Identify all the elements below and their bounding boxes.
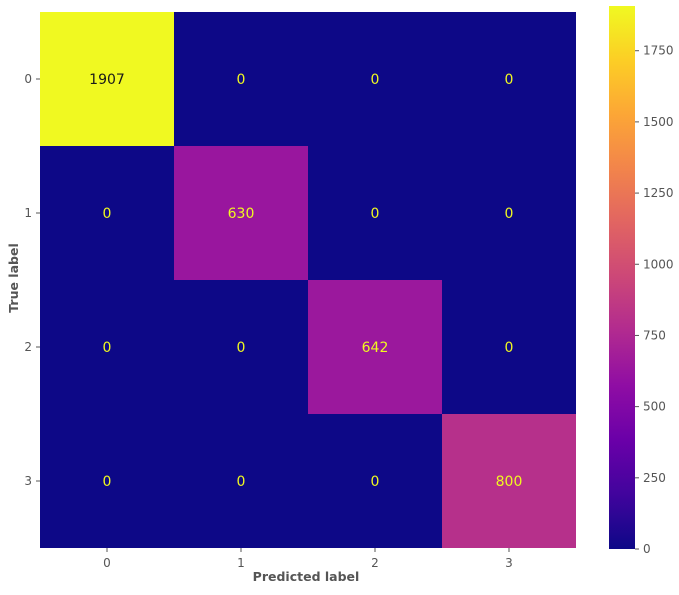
heatmap-cell-r2-c2 [308,280,442,414]
y-tick-label-2: 2 [24,340,32,354]
cell-value-r0-c0: 1907 [89,72,125,88]
heatmap-cell-r0-c3 [442,12,576,146]
cell-value-r1-c2: 0 [371,206,380,222]
cell-value-r1-c0: 0 [103,206,112,222]
x-tick-label-0: 0 [103,556,111,570]
colorbar-tick-label-750: 750 [643,328,666,342]
colorbar [609,6,635,549]
x-axis-label: Predicted label [253,569,360,584]
x-axis-ticks: 0 1 2 3 [103,548,513,570]
cell-value-r2-c2: 642 [362,340,389,356]
heatmap-cell-r2-c0 [40,280,174,414]
heatmap-cell-r3-c3 [442,414,576,548]
heatmap-cell-r0-c2 [308,12,442,146]
heatmap-cell-r2-c1 [174,280,308,414]
colorbar-tick-label-0: 0 [643,542,651,556]
colorbar-tick-label-1000: 1000 [643,257,674,271]
heatmap-cell-r1-c2 [308,146,442,280]
colorbar-tick-label-1250: 1250 [643,186,674,200]
heatmap-cell-r3-c1 [174,414,308,548]
x-tick-label-2: 2 [371,556,379,570]
cell-value-r3-c0: 0 [103,474,112,490]
cell-value-r0-c1: 0 [237,72,246,88]
heatmap-cell-r3-c2 [308,414,442,548]
cell-value-r2-c0: 0 [103,340,112,356]
colorbar-tick-label-1750: 1750 [643,44,674,58]
cell-value-r0-c3: 0 [505,72,514,88]
cell-value-labels: 1907 0 0 0 0 630 0 0 0 0 642 0 0 0 0 800 [89,72,522,490]
heatmap-cell-r0-c0 [40,12,174,146]
heatmap-cells [40,12,576,548]
colorbar-tick-label-500: 500 [643,400,666,414]
cell-value-r2-c1: 0 [237,340,246,356]
cell-value-r2-c3: 0 [505,340,514,356]
cell-value-r3-c2: 0 [371,474,380,490]
heatmap-cell-r3-c0 [40,414,174,548]
cell-value-r1-c3: 0 [505,206,514,222]
cell-value-r3-c3: 800 [496,474,523,490]
y-axis-ticks: 0 1 2 3 [24,72,40,488]
y-tick-label-1: 1 [24,206,32,220]
colorbar-gradient [609,6,635,549]
colorbar-tick-label-250: 250 [643,471,666,485]
heatmap-cell-r1-c3 [442,146,576,280]
heatmap-cell-r1-c0 [40,146,174,280]
colorbar-tick-label-1500: 1500 [643,115,674,129]
y-tick-label-3: 3 [24,474,32,488]
cell-value-r1-c1: 630 [228,206,255,222]
y-axis-label: True label [6,243,21,312]
heatmap-cell-r2-c3 [442,280,576,414]
y-tick-label-0: 0 [24,72,32,86]
cell-value-r0-c2: 0 [371,72,380,88]
heatmap-cell-r1-c1 [174,146,308,280]
heatmap-cell-r0-c1 [174,12,308,146]
colorbar-ticks: 0 250 500 750 1000 1250 1500 1750 [635,44,674,556]
x-tick-label-1: 1 [237,556,245,570]
x-tick-label-3: 3 [505,556,513,570]
cell-value-r3-c1: 0 [237,474,246,490]
